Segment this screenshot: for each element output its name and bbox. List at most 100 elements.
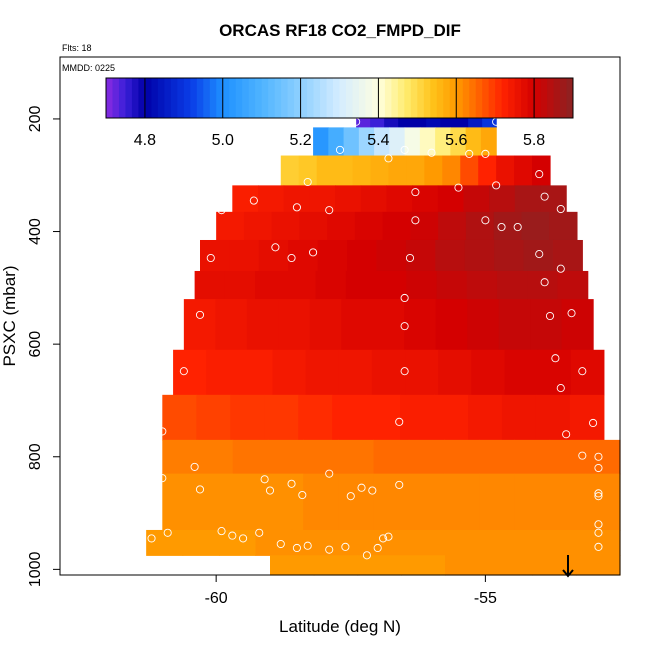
colorbar-tick-label: 5.4 — [367, 132, 389, 149]
colorbar-segment — [514, 78, 522, 118]
heatmap-cell — [406, 155, 425, 186]
heatmap-cell — [463, 185, 490, 213]
colorbar-segment — [255, 78, 263, 118]
sample-point — [325, 206, 334, 215]
sample-point — [309, 248, 318, 257]
colorbar-tick-label: 5.2 — [289, 132, 311, 149]
heatmap-cell — [215, 299, 248, 351]
colorbar-segment — [423, 78, 431, 118]
sample-point — [346, 492, 355, 501]
colorbar-segment — [436, 78, 444, 118]
heatmap-cell — [267, 439, 304, 475]
heatmap-cell — [471, 349, 506, 396]
heatmap-cell — [496, 155, 515, 186]
heatmap-cell — [464, 239, 495, 272]
heatmap-cell — [561, 299, 594, 351]
heatmap-cell — [298, 155, 318, 186]
colorbar-segment — [333, 78, 340, 118]
sample-point — [594, 542, 603, 551]
heatmap-cell — [305, 349, 340, 396]
heatmap-cell — [467, 299, 500, 351]
heatmap-cell — [272, 349, 307, 396]
heatmap-cell — [347, 239, 378, 272]
heatmap-cell — [332, 394, 367, 441]
y-tick-label: 200 — [27, 105, 44, 132]
sample-point — [578, 367, 587, 376]
heatmap-cell — [406, 270, 438, 300]
heatmap-cell — [504, 349, 539, 396]
sample-point — [179, 367, 188, 376]
colorbar-segment — [527, 78, 535, 118]
sample-point — [562, 430, 571, 439]
sample-point — [287, 253, 296, 263]
colorbar-segment — [462, 78, 470, 118]
heatmap-cell — [437, 529, 475, 556]
heatmap-cell — [216, 211, 245, 241]
heatmap-cell — [200, 239, 231, 272]
heatmap-cell — [460, 155, 479, 186]
sample-point — [292, 203, 301, 212]
heatmap-cell — [338, 473, 375, 531]
heatmap-cell — [376, 270, 407, 300]
sample-point — [395, 417, 404, 426]
sample-point — [265, 486, 275, 495]
sample-point — [158, 474, 167, 483]
heatmap-cell — [549, 439, 586, 475]
heatmap-cell — [465, 211, 495, 241]
heatmap-cell — [270, 555, 315, 576]
heatmap-cell — [257, 185, 285, 213]
sample-point — [567, 309, 576, 318]
heatmap-cell — [436, 270, 468, 300]
heatmap-cell — [328, 529, 366, 556]
heatmap-cell — [334, 155, 354, 186]
heatmap-cell — [434, 394, 469, 441]
sample-point — [551, 354, 560, 363]
sample-point — [249, 196, 258, 205]
heatmap-cell — [584, 439, 621, 475]
colorbar-segment — [294, 78, 302, 118]
colorbar-segment — [391, 78, 399, 118]
heatmap-cell — [285, 270, 317, 300]
colorbar-segment — [521, 78, 529, 118]
heatmap-cell — [374, 127, 390, 157]
heatmap-cell — [514, 185, 542, 213]
sample-point — [131, 537, 140, 546]
x-axis-label: Latitude (deg N) — [279, 617, 401, 636]
colorbar-segment — [469, 78, 477, 118]
heatmap-cell — [372, 299, 405, 351]
heatmap-cell — [317, 239, 348, 272]
colorbar-segment — [320, 78, 328, 118]
sample-point — [400, 145, 409, 154]
colorbar-segment — [222, 78, 230, 118]
heatmap-cell — [206, 349, 240, 396]
heatmap-cell — [183, 299, 216, 351]
colorbar-segment — [326, 78, 334, 118]
sample-point — [190, 462, 199, 471]
heatmap-cell — [335, 185, 362, 213]
sample-point — [481, 149, 490, 158]
sample-point — [395, 480, 404, 489]
heatmap-cell — [341, 299, 374, 351]
colorbar-segment — [404, 78, 412, 118]
sample-point — [368, 486, 377, 495]
heatmap-cell — [479, 439, 515, 475]
sample-point — [556, 384, 565, 393]
colorbar-segment — [456, 78, 464, 118]
colorbar-segment — [235, 78, 243, 118]
colorbar-segment — [112, 78, 120, 118]
heatmap-cell — [557, 270, 589, 300]
colorbar-segment — [157, 78, 165, 118]
heatmap-cell — [435, 299, 468, 351]
colorbar-segment — [488, 78, 496, 118]
heatmap-cell — [535, 394, 571, 441]
heatmap-cell — [479, 473, 515, 531]
heatmap-cell — [584, 473, 621, 531]
colorbar-segment — [242, 78, 250, 118]
sample-point — [513, 222, 522, 232]
heatmap-cell — [549, 473, 586, 531]
colorbar-segment — [183, 78, 191, 118]
heatmap-cell — [316, 155, 336, 186]
sample-point — [147, 459, 156, 468]
heatmap-cell — [162, 394, 197, 441]
colorbar-segment — [560, 78, 568, 118]
